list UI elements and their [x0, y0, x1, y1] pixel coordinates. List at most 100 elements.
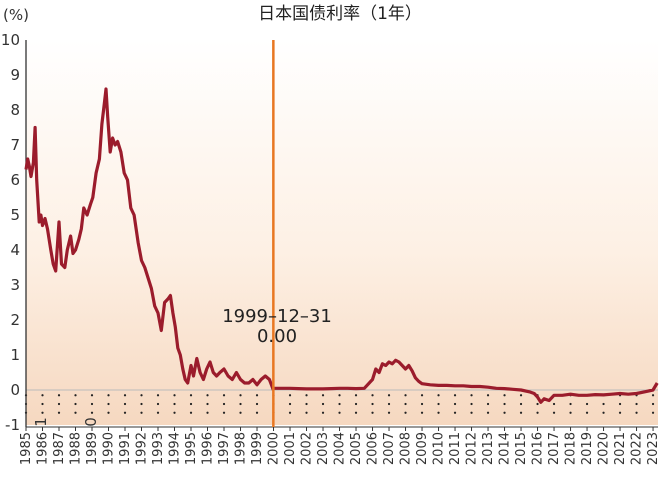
x-tick-label: 2016	[531, 432, 546, 465]
grid-dot	[41, 411, 44, 414]
grid-dot	[74, 402, 77, 406]
x-axis-ticks: 1985 1986 1987 1988 1989 1990 1991 1992 1993 1994…	[19, 427, 660, 465]
grid-dot	[503, 411, 506, 414]
grid-dot	[123, 402, 127, 406]
grid-dot	[156, 402, 160, 406]
grid-dot	[156, 394, 160, 397]
y-axis-ticks: -1 0 1 2 3 4 5 6 7 8 9 10	[1, 31, 20, 434]
grid-dot	[387, 402, 391, 406]
grid-dot	[156, 411, 160, 414]
grid-dot	[470, 411, 473, 414]
y-tick-label: 0	[10, 381, 20, 399]
y-tick-label: 5	[10, 206, 20, 224]
y-tick-label: 10	[1, 31, 20, 49]
x-tick-label: 2015	[514, 432, 529, 465]
grid-dot	[255, 402, 259, 406]
grid-dot	[651, 402, 655, 406]
x-tick-label: 2000	[267, 432, 282, 465]
grid-dot	[437, 394, 440, 397]
x-tick-label: 2004	[333, 432, 348, 465]
grid-dot	[173, 402, 176, 406]
grid-dot	[371, 402, 374, 406]
y-tick-label: 9	[10, 66, 20, 84]
x-tick-label: 2013	[481, 432, 496, 465]
x-tick-label: 1999	[250, 432, 265, 465]
grid-dot	[618, 402, 622, 406]
grid-dot	[338, 402, 341, 406]
grid-dot	[123, 394, 127, 397]
grid-dot	[536, 402, 539, 406]
grid-dot	[189, 402, 193, 406]
grid-dot	[321, 402, 325, 406]
grid-dot	[552, 411, 556, 414]
x-tick-label: 2008	[399, 432, 414, 465]
grid-dot	[437, 402, 440, 406]
grid-dot	[354, 411, 358, 414]
grid-dot	[387, 411, 391, 414]
grid-dot	[585, 411, 589, 414]
grid-dot	[453, 402, 457, 406]
grid-dot	[404, 394, 407, 397]
annotation-value: 0.00	[257, 326, 297, 347]
grid-dot	[635, 411, 638, 414]
grid-dots	[24, 394, 655, 414]
grid-dot	[222, 402, 226, 406]
grid-dot	[371, 394, 374, 397]
x-tick-label: 1997	[217, 432, 232, 465]
grid-dot	[123, 411, 127, 414]
grid-dot	[90, 411, 94, 414]
grid-dot	[420, 394, 424, 397]
x-tick-label: 2023	[646, 432, 660, 465]
grid-dot	[41, 402, 44, 406]
x-tick-label: 2009	[415, 432, 430, 465]
grid-dot	[618, 411, 622, 414]
grid-dot	[140, 394, 143, 397]
grid-dot	[189, 411, 193, 414]
grid-dot	[420, 411, 424, 414]
x-tick-label: 2007	[382, 432, 397, 465]
grid-dot	[585, 402, 589, 406]
grid-dot	[519, 411, 523, 414]
grid-dot	[354, 394, 358, 397]
x-tick-label: 1986	[36, 432, 51, 465]
grid-dot	[107, 411, 110, 414]
yield-line-2000-2023	[273, 358, 659, 404]
grid-dot	[222, 394, 226, 397]
grid-dot	[206, 402, 209, 406]
x-tick-label: 1990	[102, 432, 117, 465]
x-tick-label: 2005	[349, 432, 364, 465]
grid-dot	[470, 394, 473, 397]
y-tick-label: 1	[10, 346, 20, 364]
grid-dot	[222, 411, 226, 414]
x-tick-label: 2017	[547, 432, 562, 465]
grid-dot	[239, 411, 242, 414]
grid-dot	[173, 411, 176, 414]
grid-dot	[503, 402, 506, 406]
grid-dot	[107, 402, 110, 406]
grid-dot	[74, 411, 77, 414]
x-tick-label: 1989	[85, 432, 100, 465]
grid-dot	[635, 402, 638, 406]
x-tick-label: 1988	[69, 432, 84, 465]
grid-dot	[41, 394, 44, 397]
grid-dot	[503, 394, 506, 397]
plot-background	[26, 40, 658, 425]
grid-dot	[470, 402, 473, 406]
grid-dot	[57, 411, 61, 414]
grid-dot	[57, 394, 61, 397]
grid-dot	[569, 402, 572, 406]
grid-dot	[519, 402, 523, 406]
grid-dot	[602, 402, 605, 406]
x-tick-label: 1993	[151, 432, 166, 465]
y-axis-label: (%)	[3, 6, 29, 24]
chart-title: 日本国债利率（1年）	[258, 4, 422, 24]
grid-dot	[90, 402, 94, 406]
grid-dot	[239, 402, 242, 406]
yield-line-1985-1999	[24, 87, 275, 391]
grid-dot	[305, 402, 308, 406]
x-tick-label: 1996	[201, 432, 216, 465]
grid-dot	[305, 411, 308, 414]
grid-dot	[602, 411, 605, 414]
grid-dot	[569, 411, 572, 414]
grid-dot	[255, 394, 259, 397]
